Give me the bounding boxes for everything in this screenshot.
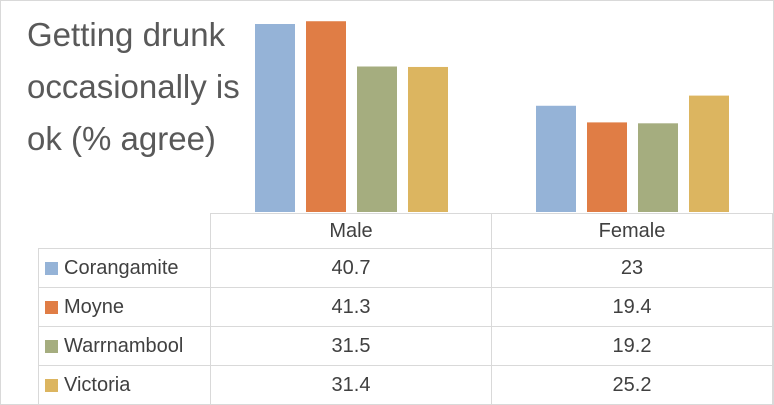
legend-swatch — [45, 261, 58, 275]
data-label-victoria-male: 31.4 — [210, 365, 492, 405]
data-label-victoria-female: 25.2 — [491, 365, 773, 405]
table-row: Warrnambool 31.5 19.2 — [38, 326, 773, 366]
data-label-moyne-female: 19.4 — [491, 287, 773, 327]
legend-swatch — [45, 339, 58, 353]
data-table: Male Female Corangamite 40.7 23 Moyne 41.3 19.4… — [38, 213, 773, 405]
data-label-warrnambool-male: 31.5 — [210, 326, 492, 366]
legend-entry-moyne: Moyne — [38, 287, 211, 327]
legend-label: Warrnambool — [64, 334, 184, 357]
legend-swatch — [45, 300, 58, 314]
data-label-moyne-male: 41.3 — [210, 287, 492, 327]
table-row: Victoria 31.4 25.2 — [38, 365, 773, 405]
legend-label: Moyne — [64, 295, 125, 318]
table-corner-cell — [38, 213, 211, 249]
legend-entry-corangamite: Corangamite — [38, 248, 211, 288]
bar-corangamite-female — [536, 105, 576, 212]
data-label-warrnambool-female: 19.2 — [491, 326, 773, 366]
category-label-male: Male — [210, 213, 492, 249]
legend-entry-warrnambool: Warrnambool — [38, 326, 211, 366]
table-row: Moyne 41.3 19.4 — [38, 287, 773, 327]
bar-plot-area — [255, 21, 729, 213]
legend-label: Corangamite — [64, 256, 179, 279]
bar-corangamite-male — [255, 24, 295, 213]
bar-warrnambool-male — [357, 66, 397, 212]
data-label-corangamite-female: 23 — [491, 248, 773, 288]
data-label-corangamite-male: 40.7 — [210, 248, 492, 288]
legend-entry-victoria: Victoria — [38, 365, 211, 405]
bar-moyne-female — [587, 122, 627, 212]
legend-swatch — [45, 378, 58, 392]
category-label-female: Female — [491, 213, 773, 249]
bar-victoria-male — [408, 66, 448, 212]
bar-victoria-female — [689, 95, 729, 212]
legend-label: Victoria — [64, 373, 131, 396]
bar-moyne-male — [306, 21, 346, 212]
table-header-row: Male Female — [38, 213, 773, 249]
table-row: Corangamite 40.7 23 — [38, 248, 773, 288]
bar-warrnambool-female — [638, 123, 678, 212]
chart-title: Getting drunk occasionally is ok (% agre… — [27, 16, 240, 158]
